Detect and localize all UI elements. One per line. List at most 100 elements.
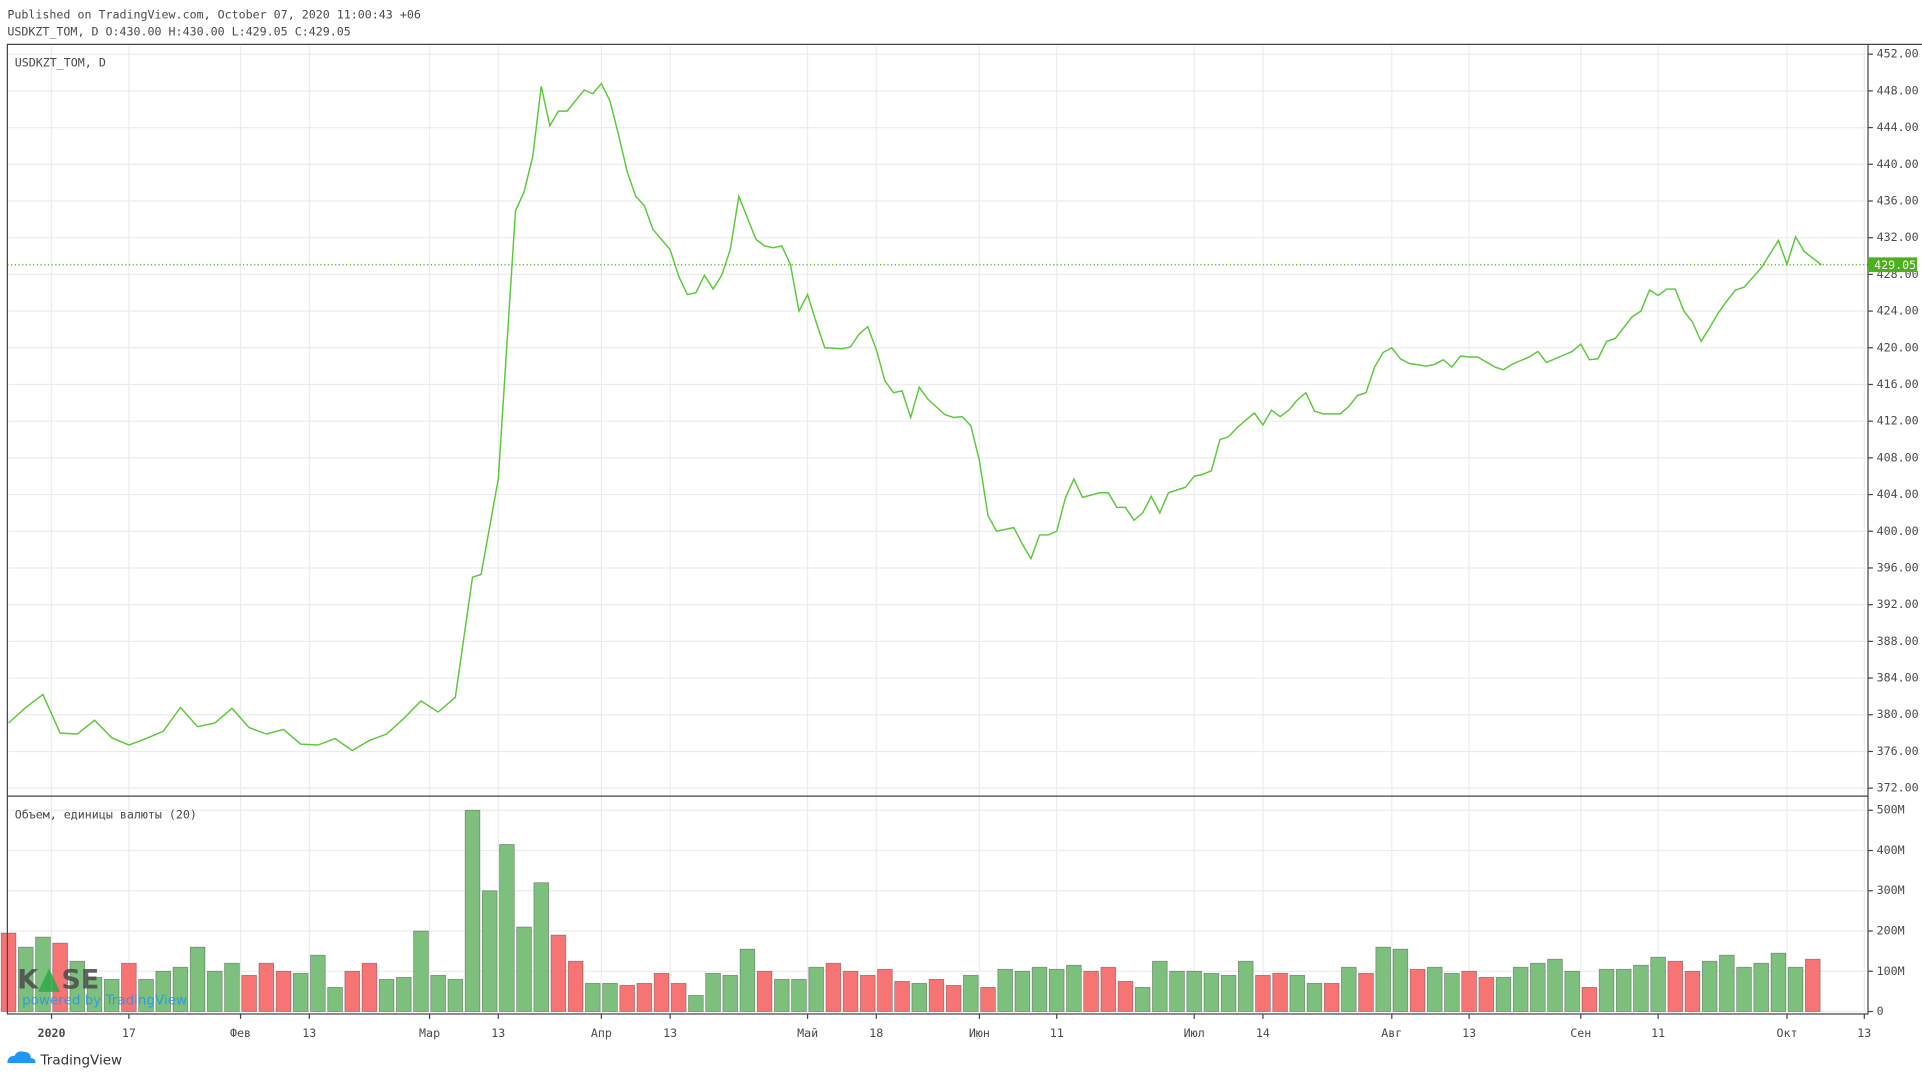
logo-tagline: powered by TradingView [22,992,187,1008]
volume-bar [705,972,721,1012]
volume-bar [1237,960,1254,1012]
y-tick-label: 408.00 [1877,450,1919,464]
volume-bar [258,962,275,1012]
volume-bar [808,966,824,1012]
volume-bar [18,946,34,1012]
volume-bar [1478,976,1495,1012]
x-tick-label: 13 [1857,1026,1871,1040]
y-tick-label: 300M [1877,883,1905,897]
volume-bar [1014,970,1031,1012]
volume-bar [877,968,893,1012]
volume-bar [292,972,309,1012]
volume-bar [1152,960,1168,1012]
volume-bar [1306,982,1323,1012]
volume-bar [0,932,17,1012]
volume-bar [688,995,704,1012]
volume-bar [1358,972,1374,1012]
volume-bar [1392,948,1409,1012]
volume-bar [327,987,343,1012]
x-tick-label: 13 [663,1026,677,1040]
volume-bar [378,978,395,1012]
y-tick-label: 384.00 [1877,671,1919,685]
volume-bar [241,974,257,1012]
volume-bar [1495,976,1512,1012]
y-tick-label: 100M [1877,964,1905,978]
volume-bar [1598,968,1615,1012]
volume-bar [670,982,687,1012]
volume-bar [619,984,635,1012]
volume-bar [945,984,962,1012]
x-tick-label: Июл [1184,1026,1205,1040]
volume-bar [361,962,378,1012]
volume-bar [825,962,842,1012]
x-tick-label: Мар [419,1026,440,1040]
y-tick-label: 412.00 [1877,414,1919,428]
y-tick-label: 400.00 [1877,524,1919,538]
volume-bar [1444,972,1460,1012]
volume-bar [224,962,240,1012]
logo-left: K [17,964,39,995]
volume-bar [1426,966,1443,1012]
volume-bar [1564,970,1580,1012]
x-tick-label: 13 [1462,1026,1476,1040]
x-tick-label: 11 [1050,1026,1064,1040]
volume-bar [69,960,86,1012]
x-tick-label: 2020 [38,1026,66,1040]
volume-bar [1169,970,1185,1012]
volume-bar [1719,954,1735,1012]
x-tick-label: 17 [122,1026,136,1040]
volume-bar [121,962,137,1012]
volume-bar [1100,966,1117,1012]
y-tick-label: 436.00 [1877,193,1919,207]
volume-bar [1066,964,1082,1012]
y-tick-label: 0 [1877,1004,1884,1018]
volume-bar [310,954,326,1012]
volume-bar [585,982,601,1012]
y-tick-label: 416.00 [1877,377,1919,391]
volume-bar [516,926,532,1012]
volume-bar [567,960,584,1012]
volume-bar [1787,966,1804,1012]
volume-bar [207,970,223,1012]
volume-bar [396,976,412,1012]
last-price-box [1867,257,1918,273]
volume-bar [1633,964,1649,1012]
volume-bar [413,930,429,1012]
published-line: Published on TradingView.com, October 07… [7,7,420,21]
price-line [8,82,1822,752]
volume-bar [86,976,103,1012]
volume-bar [499,844,515,1012]
volume-bar [481,890,498,1012]
x-tick-label: Авг [1381,1026,1402,1040]
volume-bar [155,970,171,1012]
y-tick-label: 400M [1877,843,1905,857]
y-tick-label: 396.00 [1877,560,1919,574]
x-tick-label: Фев [230,1026,251,1040]
y-tick-label: 420.00 [1877,340,1919,354]
volume-bar [1341,966,1357,1012]
volume-bar [791,978,807,1012]
volume-bar [1203,972,1220,1012]
volume-bar [894,980,910,1012]
volume-bar [1461,970,1477,1012]
footer-icon [7,1051,36,1064]
volume-bar [1805,958,1821,1012]
volume-bar [550,934,567,1012]
price-legend: USDKZT_TOM, D [15,55,106,69]
footer-brand: TradingView [40,1053,123,1069]
volume-bar [653,972,670,1012]
volume-bar [1255,974,1271,1012]
volume-bar [1186,970,1202,1012]
volume-bar [1117,980,1134,1012]
volume-bar [275,970,292,1012]
volume-bar [756,970,773,1012]
volume-legend: Объем, единицы валюты (20) [15,808,197,822]
y-tick-label: 372.00 [1877,781,1919,795]
x-tick-label: 18 [869,1026,883,1040]
volume-bar [1031,966,1048,1012]
volume-bar [859,974,876,1012]
y-tick-label: 200M [1877,924,1905,938]
volume-bar [138,978,154,1012]
